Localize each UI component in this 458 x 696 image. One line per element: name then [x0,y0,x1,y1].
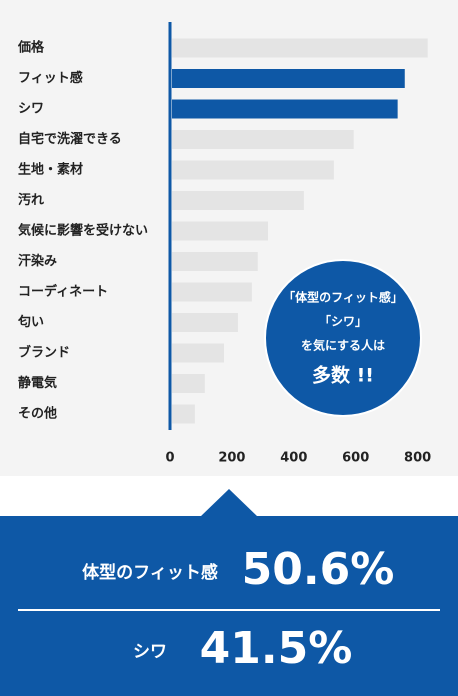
summary-label: 体型のフィット感 [82,562,218,583]
category-label: 生地・素材 [18,162,83,178]
bar [172,160,334,180]
summary-label: シワ [133,642,167,662]
bar [172,343,224,363]
x-tick-label: 0 [165,451,174,466]
summary-value: 50.6% [242,544,395,595]
category-label: 静電気 [18,375,57,391]
bar [172,282,252,302]
category-label: 汚れ [18,192,44,208]
callout-text: 多数 !! [312,364,374,387]
callout-text: を気にする人は [301,338,385,353]
bar [172,130,354,149]
bar [172,374,205,393]
x-tick-label: 200 [218,451,245,466]
bar [172,221,268,241]
plot: 価格フィット感シワ自宅で洗濯できる生地・素材汚れ気候に影響を受けない汗染みコーデ… [17,22,431,466]
bar [172,38,428,58]
summary-value: 41.5% [200,623,353,674]
bar [172,69,405,88]
summary-panel [0,516,458,696]
bar [172,191,304,210]
category-label: シワ [18,102,44,117]
bar [172,404,195,424]
callout-circle [264,259,422,417]
category-label: 匂い [17,314,44,330]
category-label: 気候に影響を受けない [18,223,148,239]
x-tick-label: 600 [342,451,369,466]
category-label: 自宅で洗濯できる [18,131,122,147]
callout-text: 「シワ」 [319,314,367,329]
x-tick-label: 800 [404,451,431,466]
category-label: コーディネート [18,284,108,300]
bar [172,99,398,119]
bar [172,252,258,271]
category-label: 汗染み [18,253,57,269]
pointer [200,489,258,517]
category-label: 価格 [17,40,45,56]
bar [172,313,238,332]
category-label: その他 [18,406,57,422]
category-label: フィット感 [18,70,83,86]
x-tick-label: 400 [280,451,307,466]
callout-text: 「体型のフィット感」 [283,290,403,305]
category-label: ブランド [18,345,70,361]
